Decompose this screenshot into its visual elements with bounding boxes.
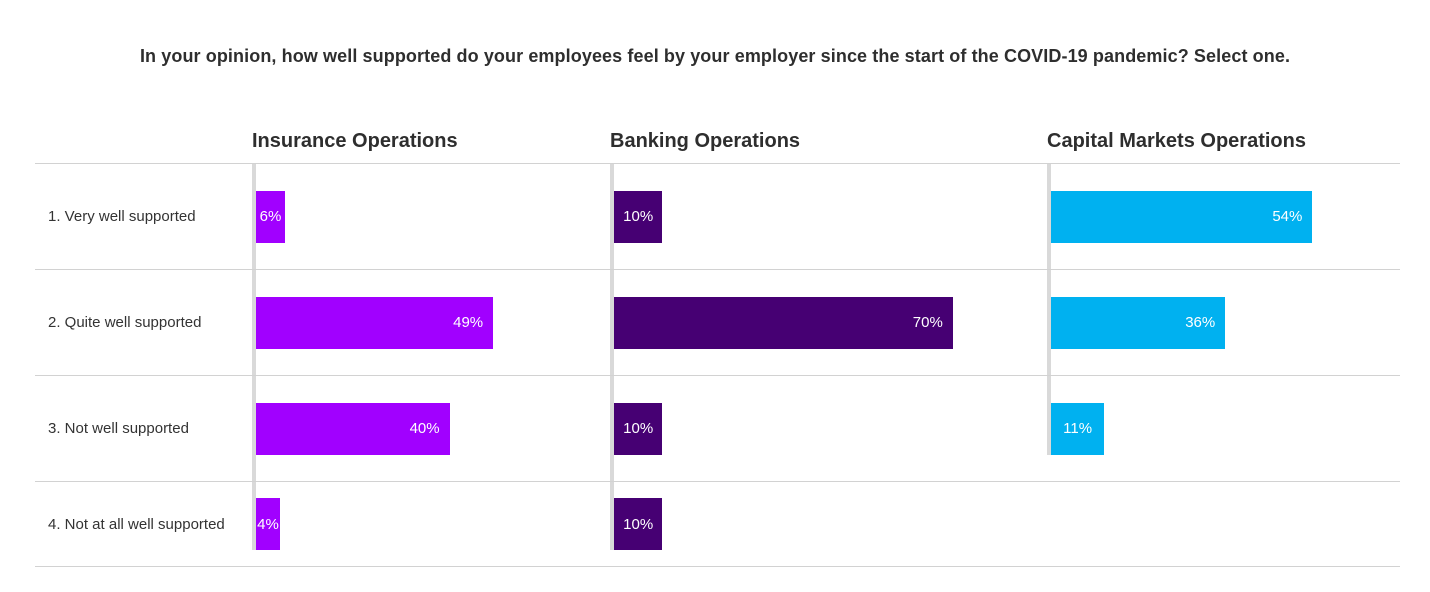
axis-line <box>610 270 614 375</box>
bar-banking-operations: 10% <box>614 498 663 550</box>
bar-value-label: 10% <box>623 420 654 437</box>
row-label: 1. Very well supported <box>48 208 196 225</box>
bar-banking-operations: 10% <box>614 402 663 455</box>
chart-rows: 1. Very well supported 6% 10% 54% 2. Quite w… <box>35 164 1400 567</box>
bar-value-label: 4% <box>257 515 279 533</box>
column-header-banking-operations: Banking Operations <box>610 130 801 152</box>
axis-line <box>252 270 256 375</box>
bar-cell: 6% <box>252 164 610 269</box>
bar-value-label: 10% <box>623 208 654 225</box>
axis-line <box>610 482 614 550</box>
bar-cell <box>1047 482 1400 566</box>
column-header-capital-markets-operations: Capital Markets Operations <box>1047 130 1306 152</box>
row-label: 4. Not at all well supported <box>48 515 225 533</box>
bar-cell: 10% <box>610 482 1047 566</box>
bar-insurance-operations: 49% <box>256 296 494 349</box>
bar-capital-markets-operations: 11% <box>1051 402 1105 455</box>
chart-row: 3. Not well supported 40% 10% 11% <box>35 376 1400 482</box>
bar-cell: 11% <box>1047 376 1400 481</box>
bar-value-label: 6% <box>259 208 282 225</box>
column-header-insurance-operations: Insurance Operations <box>252 130 458 152</box>
axis-line <box>1047 164 1051 269</box>
bar-value-label: 54% <box>1272 208 1303 225</box>
row-label: 2. Quite well supported <box>48 314 202 331</box>
axis-line <box>1047 376 1051 455</box>
axis-line <box>610 376 614 481</box>
bar-cell: 36% <box>1047 270 1400 375</box>
bar-cell: 70% <box>610 270 1047 375</box>
bar-cell: 49% <box>252 270 610 375</box>
bar-capital-markets-operations: 54% <box>1051 190 1313 243</box>
bar-value-label: 40% <box>409 420 440 437</box>
grouped-bar-chart: Insurance Operations Banking Operations … <box>35 119 1400 567</box>
axis-line <box>252 164 256 269</box>
row-label: 3. Not well supported <box>48 420 189 437</box>
axis-line <box>610 164 614 269</box>
bar-value-label: 49% <box>453 314 484 331</box>
bar-cell: 10% <box>610 376 1047 481</box>
chart-row: 4. Not at all well supported 4% 10% <box>35 482 1400 567</box>
axis-line <box>252 482 256 550</box>
bar-insurance-operations: 6% <box>256 190 286 243</box>
bar-insurance-operations: 4% <box>256 498 280 550</box>
chart-title: In your opinion, how well supported do y… <box>139 46 1291 66</box>
bar-cell: 54% <box>1047 164 1400 269</box>
axis-line <box>252 376 256 481</box>
bar-insurance-operations: 40% <box>256 402 450 455</box>
bar-value-label: 11% <box>1063 420 1093 437</box>
bar-banking-operations: 10% <box>614 190 663 243</box>
axis-line <box>1047 270 1051 375</box>
bar-cell: 10% <box>610 164 1047 269</box>
chart-row: 1. Very well supported 6% 10% 54% <box>35 164 1400 270</box>
bar-value-label: 10% <box>623 515 654 533</box>
bar-cell: 4% <box>252 482 610 566</box>
bar-value-label: 36% <box>1185 314 1216 331</box>
bar-banking-operations: 70% <box>614 296 953 349</box>
chart-row: 2. Quite well supported 49% 70% 36% <box>35 270 1400 376</box>
bar-value-label: 70% <box>912 314 943 331</box>
bar-capital-markets-operations: 36% <box>1051 296 1226 349</box>
column-header-row: Insurance Operations Banking Operations … <box>35 119 1400 164</box>
bar-cell: 40% <box>252 376 610 481</box>
